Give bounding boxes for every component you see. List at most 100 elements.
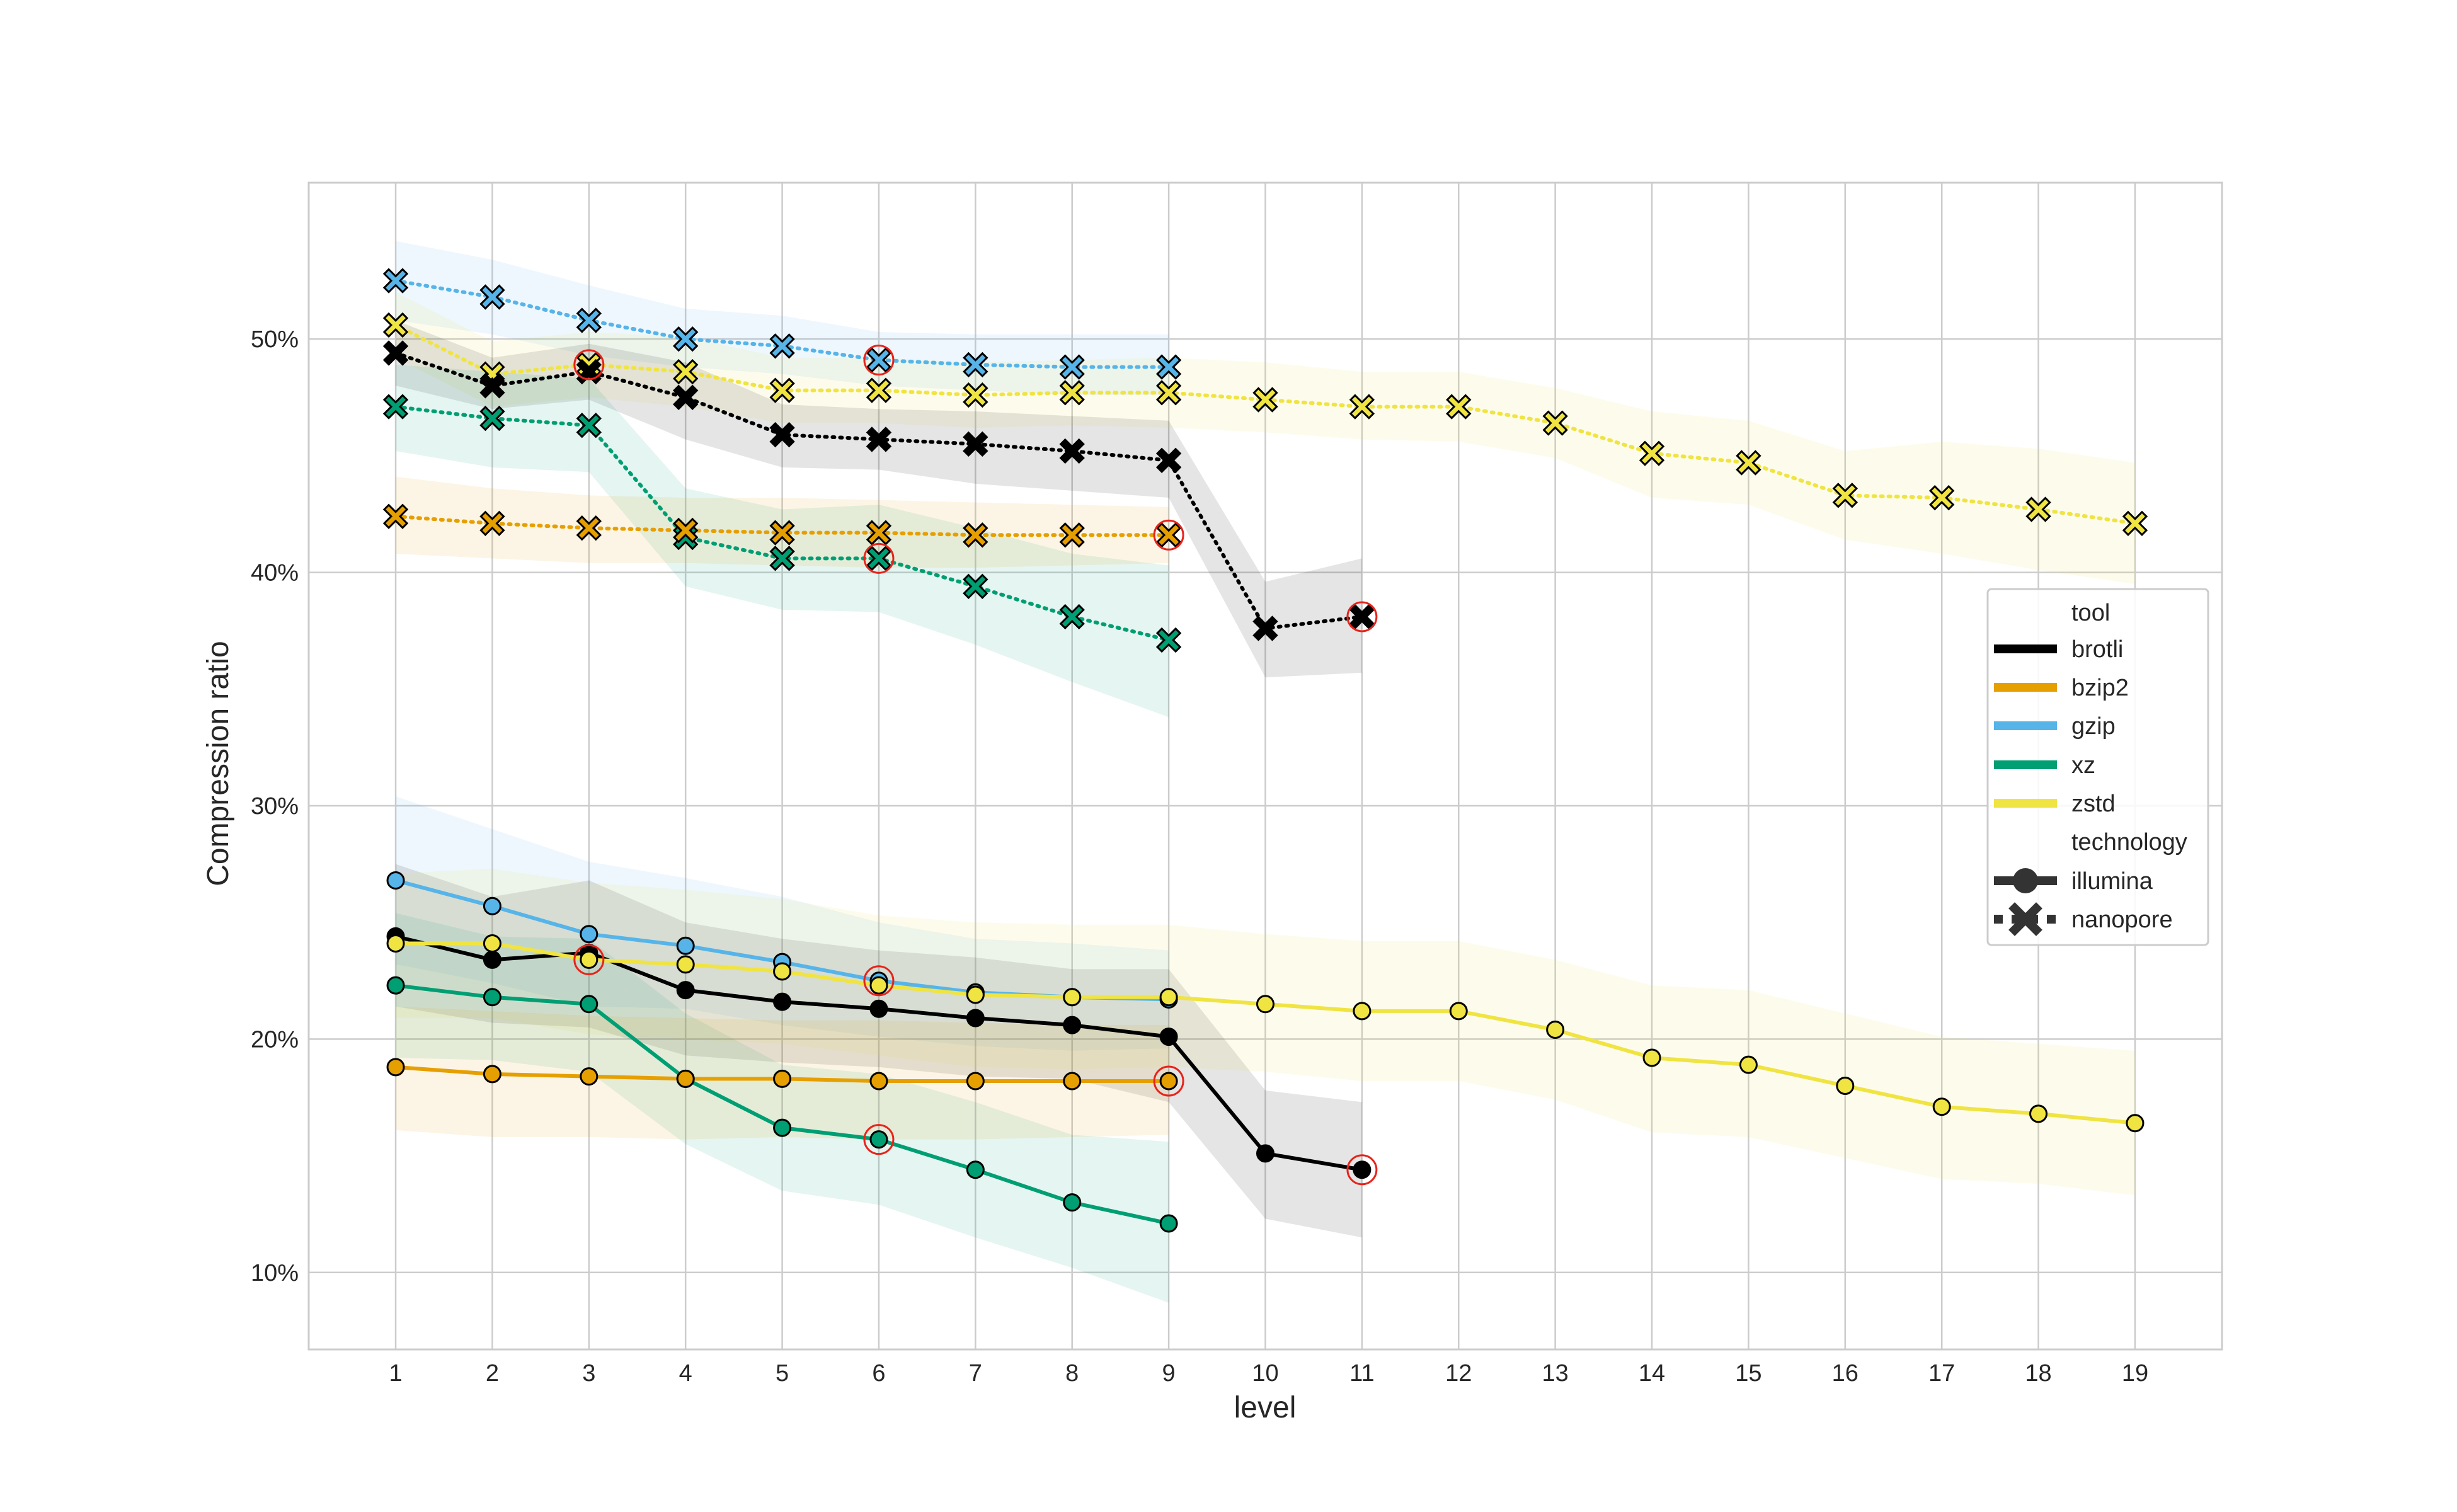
point-xz-nanopore-fill — [1159, 630, 1179, 650]
point-brotli-illumina — [1159, 1028, 1178, 1046]
point-zstd-nanopore-fill — [1738, 452, 1759, 473]
optimal-level-highlights — [573, 345, 1378, 1186]
point-bzip2-illumina — [1063, 1072, 1082, 1091]
point-brotli-nanopore — [1155, 447, 1182, 473]
point-zstd-illumina — [1836, 1076, 1855, 1095]
point-zstd-illumina — [1353, 1002, 1372, 1021]
point-zstd-illumina — [1932, 1097, 1951, 1116]
point-xz-illumina — [1159, 1214, 1178, 1233]
point-zstd-nanopore-fill — [1642, 443, 1662, 464]
x-tick-label: 16 — [1832, 1360, 1858, 1387]
point-zstd-nanopore — [1446, 394, 1472, 420]
point-gzip-nanopore — [576, 307, 602, 333]
legend-xz-label: xz — [2071, 752, 2095, 779]
x-tick-label: 6 — [872, 1360, 885, 1387]
point-bzip2-nanopore — [866, 520, 892, 546]
point-zstd-illumina — [2029, 1104, 2048, 1123]
point-zstd-nanopore — [1059, 380, 1085, 406]
point-bzip2-nanopore — [963, 522, 988, 548]
point-gzip-nanopore — [963, 352, 988, 378]
x-tick-label: 4 — [679, 1360, 692, 1387]
highlight-xz-illumina — [863, 1124, 895, 1155]
highlight-bzip2-nanopore — [1153, 519, 1184, 551]
point-xz-nanopore — [479, 405, 505, 432]
band-xz-nanopore — [396, 364, 1169, 718]
point-zstd-nanopore — [963, 382, 988, 408]
point-gzip-nanopore — [866, 347, 892, 373]
point-zstd-nanopore — [1832, 483, 1858, 508]
x-tick-label: 9 — [1162, 1360, 1176, 1387]
point-bzip2-nanopore — [673, 517, 699, 544]
point-zstd-nanopore-fill — [1255, 389, 1276, 410]
point-brotli-nanopore-fill — [965, 433, 986, 454]
point-zstd-illumina — [869, 976, 888, 995]
x-tick-label: 13 — [1542, 1360, 1569, 1387]
point-bzip2-illumina — [580, 1067, 598, 1086]
x-tick-label: 12 — [1445, 1360, 1472, 1387]
point-xz-illumina — [1063, 1193, 1082, 1212]
point-xz-nanopore-fill — [578, 415, 599, 436]
point-brotli-nanopore-fill — [1351, 606, 1372, 627]
point-xz-nanopore — [963, 573, 988, 599]
point-zstd-nanopore — [382, 312, 409, 338]
legend-tool-title: tool — [2071, 600, 2110, 626]
point-bzip2-nanopore-fill — [869, 522, 889, 543]
point-xz-nanopore-fill — [386, 396, 406, 417]
legend-zstd-label: zstd — [2071, 791, 2116, 817]
point-bzip2-nanopore — [479, 510, 505, 536]
point-zstd-nanopore-fill — [386, 314, 406, 335]
y-tick-label: 50% — [251, 326, 299, 353]
x-tick-label: 2 — [486, 1360, 499, 1387]
point-gzip-illumina — [676, 936, 695, 955]
x-tick-label: 11 — [1349, 1360, 1374, 1387]
highlight-xz-nanopore — [863, 542, 895, 574]
point-bzip2-nanopore — [1155, 522, 1182, 548]
point-zstd-nanopore — [1542, 410, 1568, 436]
point-gzip-illumina — [483, 896, 501, 915]
point-zstd-nanopore — [1155, 380, 1182, 406]
point-zstd-nanopore-fill — [2125, 513, 2145, 534]
legend-illumina-label: illumina — [2071, 868, 2153, 895]
series-markers — [382, 268, 2148, 1233]
legend-illumina-circle-icon — [2013, 868, 2038, 893]
point-zstd-illumina — [1159, 988, 1178, 1007]
point-zstd-nanopore-fill — [869, 380, 889, 401]
point-zstd-nanopore — [1349, 394, 1375, 420]
legend-frame — [1986, 588, 2209, 946]
legend-nanopore-x-icon — [2008, 902, 2042, 936]
point-zstd-illumina — [386, 934, 405, 953]
point-brotli-nanopore-fill — [482, 375, 503, 396]
x-tick-label: 15 — [1735, 1360, 1761, 1387]
point-xz-illumina — [483, 988, 501, 1007]
plot-frame — [307, 181, 2223, 1351]
point-zstd-illumina — [1642, 1048, 1661, 1067]
point-xz-nanopore — [382, 394, 409, 420]
point-brotli-nanopore-fill — [386, 343, 406, 364]
point-zstd-nanopore — [1252, 387, 1278, 413]
band-bzip2-nanopore — [396, 476, 1169, 568]
point-brotli-nanopore-fill — [1062, 441, 1082, 461]
point-gzip-illumina — [580, 925, 598, 944]
point-bzip2-nanopore — [769, 520, 795, 546]
legend-technology-title: technology — [2071, 829, 2187, 856]
point-gzip-nanopore — [382, 268, 409, 294]
point-zstd-nanopore — [1736, 450, 1761, 476]
band-zstd-illumina — [396, 868, 2135, 1196]
point-gzip-nanopore — [1155, 354, 1182, 380]
point-bzip2-nanopore-fill — [675, 520, 696, 541]
point-gzip-nanopore-fill — [1159, 357, 1179, 377]
x-tick-label: 7 — [969, 1360, 982, 1387]
band-zstd-nanopore — [396, 292, 2135, 585]
point-xz-illumina — [580, 995, 598, 1014]
point-zstd-nanopore-fill — [1835, 485, 1855, 506]
highlight-gzip-nanopore — [863, 345, 895, 376]
band-brotli-illumina — [396, 864, 1362, 1238]
axes: 1 2 3 4 5 6 7 8 9 10 11 12 13 14 15 16 17 18 1910%20%30%40… — [251, 181, 2223, 1387]
point-brotli-illumina — [1353, 1160, 1372, 1179]
y-tick-label: 20% — [251, 1026, 299, 1053]
point-xz-nanopore-fill — [869, 548, 889, 569]
point-xz-illumina — [386, 976, 405, 995]
point-xz-nanopore — [1059, 604, 1085, 630]
x-axis-label: level — [1234, 1391, 1297, 1424]
